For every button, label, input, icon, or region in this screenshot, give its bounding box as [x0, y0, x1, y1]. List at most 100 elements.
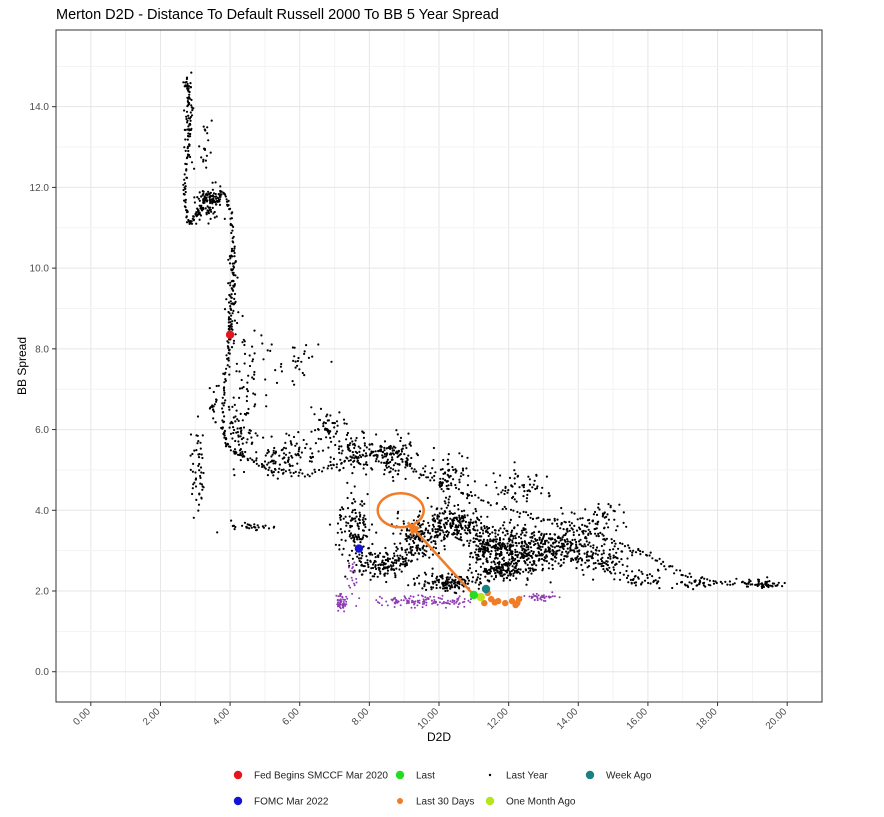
last-year-point	[339, 458, 342, 461]
last-year-point	[639, 550, 642, 553]
last-year-point	[254, 432, 257, 435]
last-year-point	[344, 515, 347, 518]
last-year-point	[513, 461, 516, 464]
older-history-point	[461, 601, 464, 604]
last-year-point	[498, 552, 501, 556]
older-history-point	[339, 602, 342, 605]
last-year-point	[589, 530, 592, 534]
last-year-point	[410, 536, 413, 539]
last-year-point	[262, 436, 265, 439]
last-year-point	[519, 533, 523, 536]
last-year-point	[303, 374, 306, 377]
last-year-point	[743, 581, 746, 585]
last-year-point	[221, 411, 224, 414]
last-year-point	[539, 542, 543, 545]
last-year-point	[548, 537, 552, 540]
last-year-point	[189, 132, 192, 136]
last-year-point	[344, 575, 347, 578]
last-year-point	[227, 200, 230, 203]
last-year-point	[255, 462, 258, 465]
last-year-point	[442, 458, 445, 462]
last-year-point	[576, 550, 580, 553]
last-year-point	[206, 126, 209, 129]
older-history-point	[408, 597, 411, 600]
last-year-point	[476, 529, 479, 532]
last-year-point	[553, 519, 556, 522]
last-year-point	[525, 549, 528, 552]
last-year-point	[503, 492, 506, 496]
last-year-point	[189, 155, 192, 159]
older-history-point	[345, 595, 348, 598]
last-year-point	[400, 570, 403, 573]
last-year-point	[298, 471, 301, 474]
last-year-point	[190, 161, 194, 164]
last-year-point	[515, 562, 518, 565]
last-year-point	[771, 582, 775, 585]
last-year-point	[647, 581, 650, 585]
last-year-point	[288, 434, 291, 437]
last-year-point	[484, 569, 487, 572]
last-year-point	[318, 418, 321, 421]
older-history-point	[399, 604, 402, 607]
last-year-point	[215, 384, 218, 388]
last-year-point	[444, 580, 447, 583]
last-year-point	[289, 440, 292, 443]
last-year-point	[428, 532, 432, 535]
last-year-point	[255, 457, 258, 460]
last-year-point	[205, 166, 208, 169]
last-year-point	[363, 514, 366, 517]
last-year-point	[361, 529, 365, 532]
last-year-point	[577, 558, 580, 561]
last-year-point	[502, 559, 506, 562]
last-year-point	[735, 577, 738, 580]
last-year-point	[495, 538, 498, 541]
last-year-point	[452, 582, 455, 585]
last-year-point	[627, 574, 630, 577]
last-year-point	[225, 198, 228, 201]
last-year-point	[388, 445, 391, 448]
last-year-point	[346, 431, 349, 435]
fomc-mar-2022-point	[354, 544, 364, 553]
last-year-point	[394, 576, 397, 579]
older-history-point	[349, 569, 352, 572]
last-year-point	[362, 449, 366, 452]
last-year-point	[538, 554, 542, 557]
last-year-point	[626, 557, 629, 560]
last-year-point	[356, 555, 359, 558]
older-history-point	[433, 599, 436, 601]
last-year-point	[381, 559, 384, 562]
last-year-point	[195, 498, 198, 501]
last-year-point	[207, 190, 210, 193]
last-year-point	[509, 508, 513, 511]
last-year-point	[464, 526, 468, 529]
last-year-point	[397, 473, 400, 476]
last-year-point	[440, 519, 443, 522]
last-year-point	[317, 437, 320, 440]
older-history-point	[344, 604, 347, 607]
last-year-point	[358, 454, 361, 457]
older-history-point	[336, 603, 339, 606]
last-year-point	[447, 578, 450, 581]
last-year-point	[189, 220, 192, 223]
last-year-point	[618, 578, 622, 581]
last-year-point	[188, 144, 191, 147]
last-year-point	[570, 549, 574, 552]
last-year-point	[351, 509, 355, 512]
last-year-point	[198, 191, 201, 194]
last-year-point	[532, 550, 535, 554]
last-year-point	[432, 517, 435, 520]
last-year-point	[663, 565, 666, 568]
last-year-point	[233, 262, 236, 265]
last-year-point	[233, 474, 236, 477]
one-month-ago-point	[476, 592, 485, 602]
last-year-point	[777, 581, 780, 584]
last-year-point	[239, 435, 242, 438]
last-year-point	[574, 547, 577, 550]
last-year-point	[408, 443, 411, 446]
last-year-point	[553, 533, 557, 536]
last-year-point	[496, 571, 499, 574]
last-year-point	[206, 209, 209, 212]
last-year-point	[450, 512, 453, 515]
older-history-point	[467, 599, 470, 602]
older-history-point	[355, 581, 358, 584]
